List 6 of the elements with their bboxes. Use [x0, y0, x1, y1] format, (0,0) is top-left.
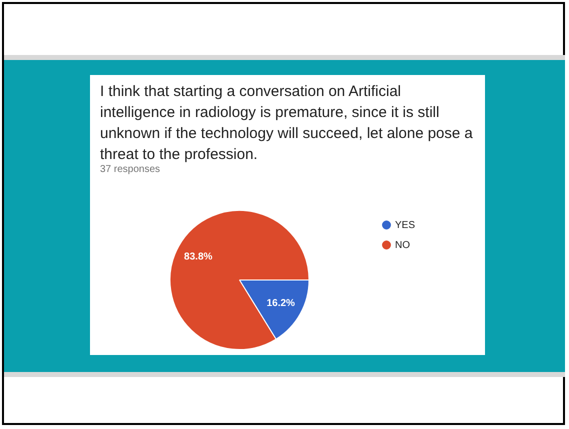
legend-label: NO	[394, 240, 410, 251]
data-label: 83.8%	[184, 252, 213, 263]
chart-subtitle: 37 responses	[100, 164, 160, 175]
data-label: 16.2%	[266, 298, 296, 309]
chart-title: I think that starting a conversation on Artificial intelligence in radiology is premature, since it is still unknown if the technology will succeed, let alone pose a threat to the profession.	[100, 82, 474, 165]
legend-label: YES	[394, 220, 416, 231]
